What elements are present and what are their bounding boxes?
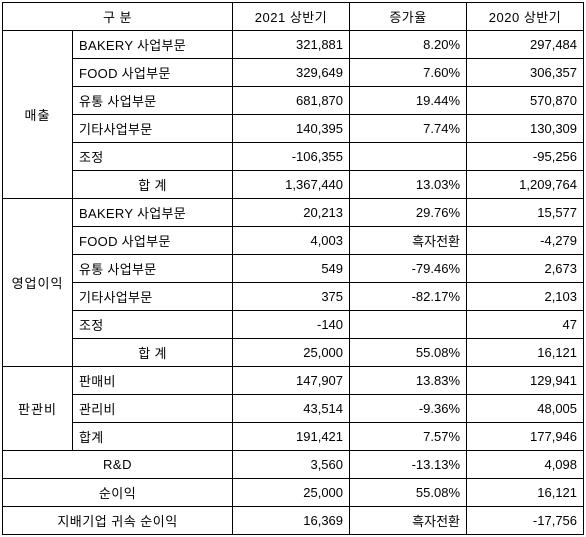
row-label: 합계: [73, 423, 233, 451]
cell-value: -4,279: [467, 227, 584, 255]
cell-value: 549: [233, 255, 350, 283]
cell-value: 19.44%: [350, 87, 467, 115]
cell-value: 13.03%: [350, 171, 467, 199]
table-row: 기타사업부문 375 -82.17% 2,103: [3, 283, 584, 311]
cell-value: -9.36%: [350, 395, 467, 423]
table-row: 기타사업부문 140,395 7.74% 130,309: [3, 115, 584, 143]
cell-value: 흑자전환: [350, 507, 467, 535]
cell-value: 7.57%: [350, 423, 467, 451]
cell-value: 20,213: [233, 199, 350, 227]
cell-value: 191,421: [233, 423, 350, 451]
group-net-income: 순이익: [3, 479, 233, 507]
row-label: BAKERY 사업부문: [73, 199, 233, 227]
row-label: 조정: [73, 311, 233, 339]
group-op-profit: 영업이익: [3, 199, 73, 367]
cell-value: 16,121: [467, 339, 584, 367]
cell-value: 4,098: [467, 451, 584, 479]
cell-value: 55.08%: [350, 479, 467, 507]
table-row: 조정 -106,355 -95,256: [3, 143, 584, 171]
row-label: 기타사업부문: [73, 283, 233, 311]
cell-value: -106,355: [233, 143, 350, 171]
table-row: 관리비 43,514 -9.36% 48,005: [3, 395, 584, 423]
cell-value: 흑자전환: [350, 227, 467, 255]
cell-value: -79.46%: [350, 255, 467, 283]
table-row: 유통 사업부문 549 -79.46% 2,673: [3, 255, 584, 283]
cell-value: 3,560: [233, 451, 350, 479]
row-label: 조정: [73, 143, 233, 171]
cell-value: 2,673: [467, 255, 584, 283]
cell-value: 7.60%: [350, 59, 467, 87]
cell-value: 55.08%: [350, 339, 467, 367]
cell-value: 329,649: [233, 59, 350, 87]
row-label: 판매비: [73, 367, 233, 395]
table-row: FOOD 사업부문 4,003 흑자전환 -4,279: [3, 227, 584, 255]
cell-value: 570,870: [467, 87, 584, 115]
cell-value: -95,256: [467, 143, 584, 171]
cell-value: 13.83%: [350, 367, 467, 395]
table-row: FOOD 사업부문 329,649 7.60% 306,357: [3, 59, 584, 87]
cell-value: 321,881: [233, 31, 350, 59]
group-parent-income: 지배기업 귀속 순이익: [3, 507, 233, 535]
table-row: 합 계 25,000 55.08% 16,121: [3, 339, 584, 367]
table-row: 합계 191,421 7.57% 177,946: [3, 423, 584, 451]
table-row: 순이익 25,000 55.08% 16,121: [3, 479, 584, 507]
cell-value: 7.74%: [350, 115, 467, 143]
cell-value: 306,357: [467, 59, 584, 87]
cell-value: [350, 143, 467, 171]
cell-value: -17,756: [467, 507, 584, 535]
table-row: 매출 BAKERY 사업부문 321,881 8.20% 297,484: [3, 31, 584, 59]
header-rate: 증가율: [350, 3, 467, 31]
row-label: BAKERY 사업부문: [73, 31, 233, 59]
cell-value: 147,907: [233, 367, 350, 395]
row-label: FOOD 사업부문: [73, 59, 233, 87]
financial-table: 구 분 2021 상반기 증가율 2020 상반기 매출 BAKERY 사업부문…: [2, 2, 584, 535]
cell-value: 43,514: [233, 395, 350, 423]
row-label: 유통 사업부문: [73, 87, 233, 115]
cell-value: 140,395: [233, 115, 350, 143]
table-row: 판관비 판매비 147,907 13.83% 129,941: [3, 367, 584, 395]
table-row: R&D 3,560 -13.13% 4,098: [3, 451, 584, 479]
table-row: 조정 -140 47: [3, 311, 584, 339]
header-category: 구 분: [3, 3, 233, 31]
cell-value: -82.17%: [350, 283, 467, 311]
cell-value: -140: [233, 311, 350, 339]
cell-value: 1,209,764: [467, 171, 584, 199]
cell-value: 29.76%: [350, 199, 467, 227]
group-sales: 매출: [3, 31, 73, 199]
cell-value: 177,946: [467, 423, 584, 451]
row-label: 합 계: [73, 339, 233, 367]
cell-value: 4,003: [233, 227, 350, 255]
group-sga: 판관비: [3, 367, 73, 451]
cell-value: 47: [467, 311, 584, 339]
cell-value: 16,369: [233, 507, 350, 535]
cell-value: 25,000: [233, 479, 350, 507]
group-rd: R&D: [3, 451, 233, 479]
cell-value: 2,103: [467, 283, 584, 311]
cell-value: 16,121: [467, 479, 584, 507]
cell-value: 48,005: [467, 395, 584, 423]
header-h1: 2021 상반기: [233, 3, 350, 31]
cell-value: [350, 311, 467, 339]
row-label: FOOD 사업부문: [73, 227, 233, 255]
cell-value: 130,309: [467, 115, 584, 143]
row-label: 유통 사업부문: [73, 255, 233, 283]
cell-value: 8.20%: [350, 31, 467, 59]
cell-value: 129,941: [467, 367, 584, 395]
cell-value: 15,577: [467, 199, 584, 227]
row-label: 합 계: [73, 171, 233, 199]
cell-value: 375: [233, 283, 350, 311]
header-row: 구 분 2021 상반기 증가율 2020 상반기: [3, 3, 584, 31]
table-row: 합 계 1,367,440 13.03% 1,209,764: [3, 171, 584, 199]
cell-value: 681,870: [233, 87, 350, 115]
cell-value: 25,000: [233, 339, 350, 367]
cell-value: 297,484: [467, 31, 584, 59]
cell-value: 1,367,440: [233, 171, 350, 199]
table-row: 지배기업 귀속 순이익 16,369 흑자전환 -17,756: [3, 507, 584, 535]
row-label: 기타사업부문: [73, 115, 233, 143]
row-label: 관리비: [73, 395, 233, 423]
cell-value: -13.13%: [350, 451, 467, 479]
table-row: 영업이익 BAKERY 사업부문 20,213 29.76% 15,577: [3, 199, 584, 227]
header-h0: 2020 상반기: [467, 3, 584, 31]
table-row: 유통 사업부문 681,870 19.44% 570,870: [3, 87, 584, 115]
